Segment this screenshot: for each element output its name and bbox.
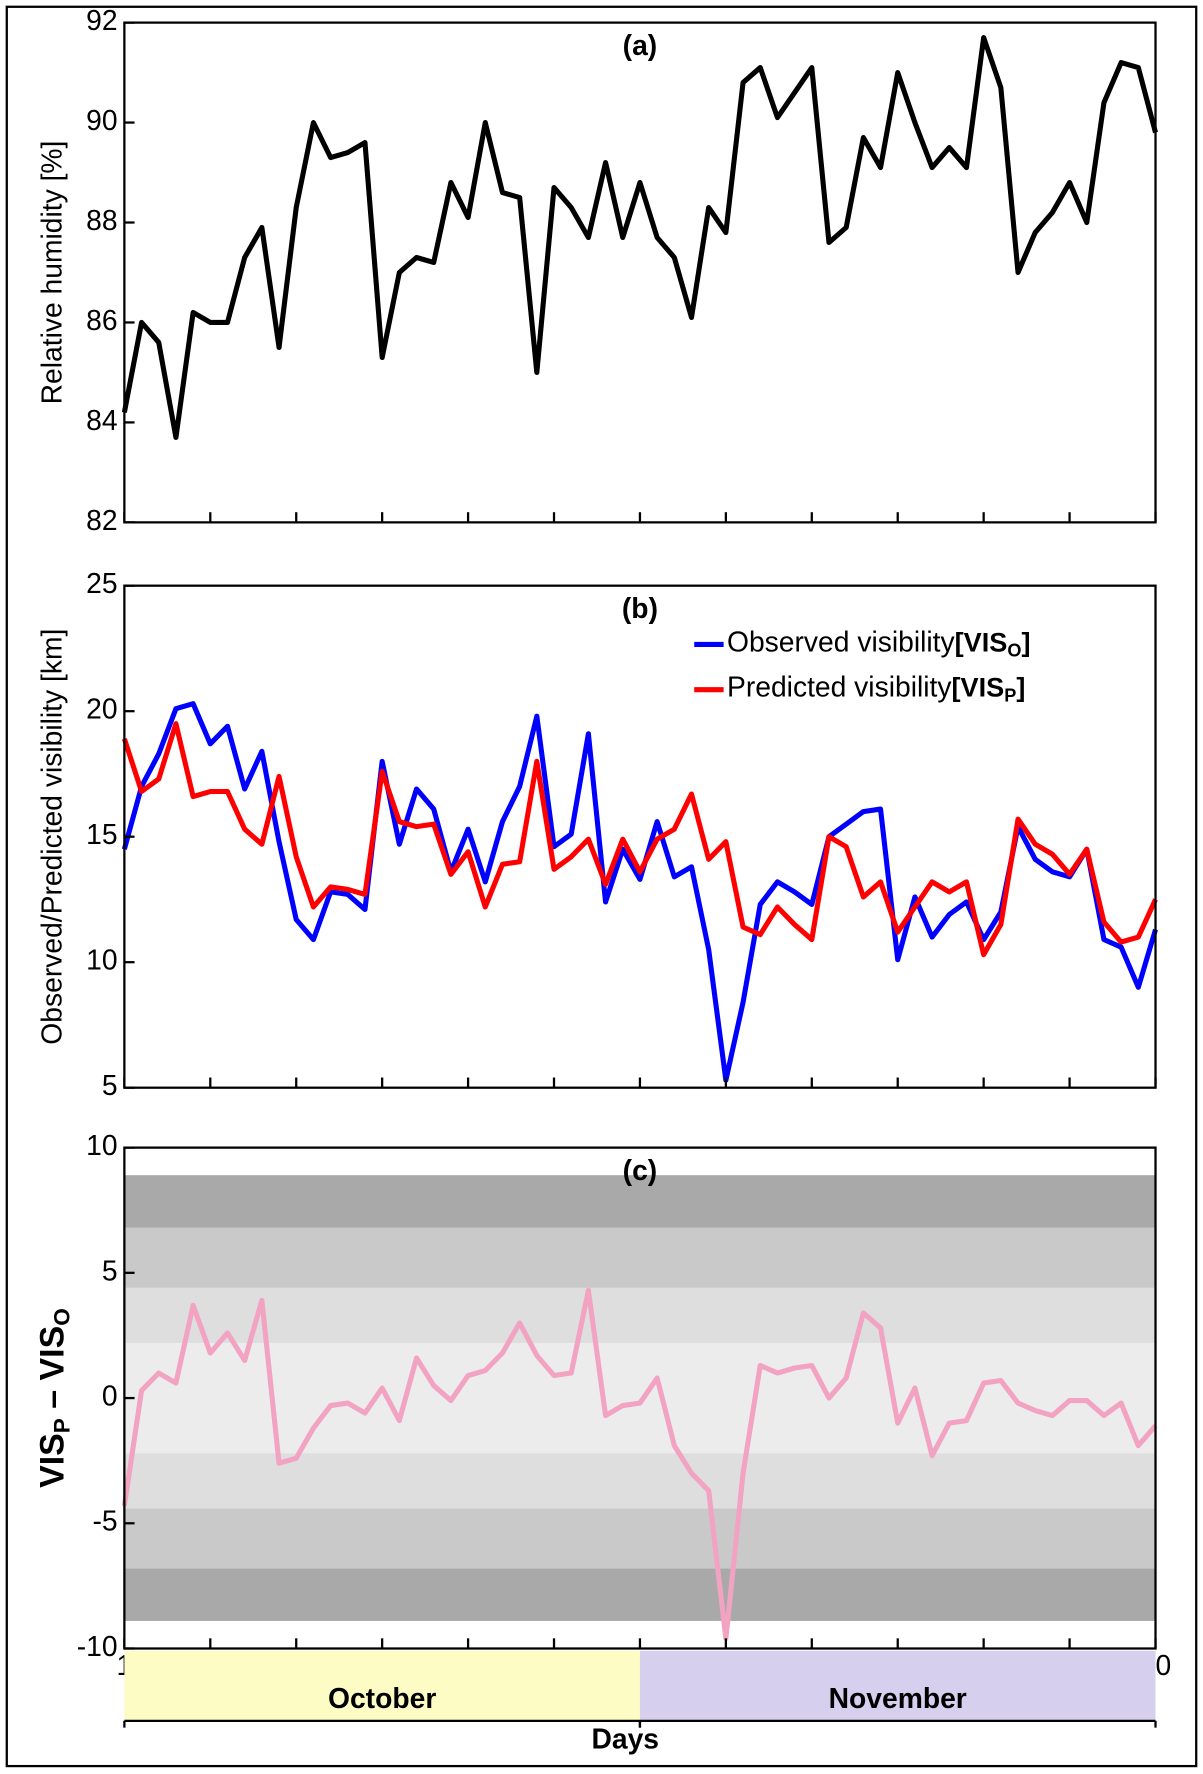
data-line (121, 721, 1158, 958)
legend-label: Predicted visibility[VISP] (727, 671, 1025, 705)
y-axis-label-part: VIS (33, 1433, 71, 1488)
legend-name: Predicted visibility (727, 671, 952, 703)
y-axis-label: Observed/Predicted visibility [km] (36, 629, 68, 1045)
legend-symbol: ] (1021, 627, 1030, 658)
y-tick-label: 15 (86, 818, 117, 850)
legend-symbol: [VIS (952, 672, 1005, 703)
y-tick-label: 84 (86, 404, 117, 436)
y-tick-label: 82 (86, 504, 117, 536)
x-axis-label: Days (591, 1723, 659, 1755)
y-tick-label: 88 (86, 204, 117, 236)
month-label: October (328, 1682, 436, 1714)
y-tick-label: 5 (102, 1069, 118, 1101)
y-tick-label: 25 (86, 567, 117, 599)
legend-symbol: [VIS (955, 627, 1008, 658)
background-band (124, 1508, 1156, 1569)
legend-label: Observed visibility[VISO] (727, 626, 1031, 660)
y-tick-label: 10 (86, 1129, 117, 1161)
month-band (639, 1650, 1156, 1721)
data-line (121, 35, 1158, 440)
y-tick-label: 5 (102, 1254, 118, 1286)
background-band (124, 1287, 1156, 1343)
legend-symbol: O (1007, 640, 1021, 660)
panel-title: (b) (622, 592, 658, 624)
background-band (124, 1342, 1156, 1454)
y-tick-label: 86 (86, 304, 117, 336)
y-axis-label: VISP – VISO (33, 1308, 74, 1488)
legend-symbol: ] (1016, 672, 1025, 703)
y-axis-label-part: – VIS (33, 1326, 71, 1418)
y-tick-label: -10 (77, 1630, 118, 1662)
y-tick-label: -5 (92, 1505, 117, 1537)
month-label: November (829, 1682, 967, 1714)
y-axis-label-part: P (49, 1418, 74, 1433)
y-tick-label: 90 (86, 104, 117, 136)
month-band (124, 1650, 640, 1721)
y-tick-label: 20 (86, 693, 117, 725)
panel-title: (a) (623, 29, 658, 61)
y-tick-label: 10 (86, 944, 117, 976)
legend-name: Observed visibility (727, 626, 956, 658)
y-axis-label: Relative humidity [%] (36, 141, 68, 405)
background-band (124, 1453, 1156, 1509)
y-axis-label-part: O (49, 1308, 74, 1326)
y-tick-label: 92 (86, 4, 117, 36)
data-line (121, 1287, 1158, 1642)
background-band (124, 1227, 1156, 1288)
y-tick-label: 0 (102, 1380, 118, 1412)
legend-symbol: P (1004, 685, 1016, 705)
panel-title: (c) (623, 1154, 658, 1186)
background-band (124, 1568, 1156, 1621)
background-band (124, 1175, 1156, 1228)
data-line (121, 701, 1158, 1083)
